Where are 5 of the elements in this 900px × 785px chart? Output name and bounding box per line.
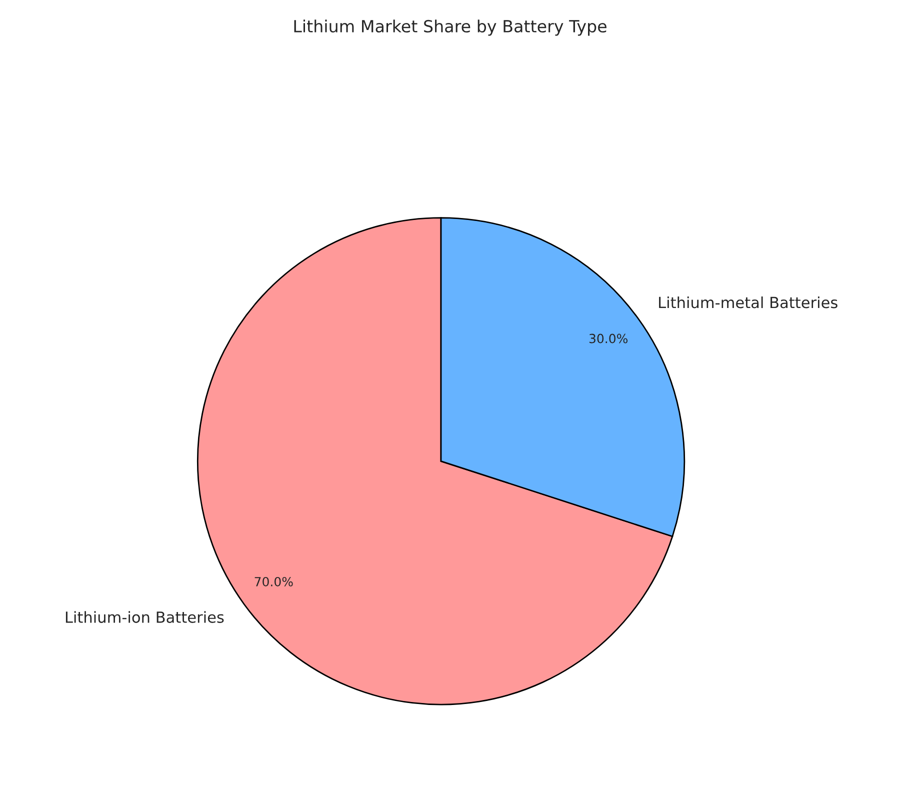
slice-label: Lithium-metal Batteries [659,296,838,308]
slice-label: Lithium-ion Batteries [66,611,224,623]
chart-title: Lithium Market Share by Battery Type [294,20,606,36]
data-label: 70.0% [254,576,293,586]
data-label: 30.0% [589,334,628,344]
